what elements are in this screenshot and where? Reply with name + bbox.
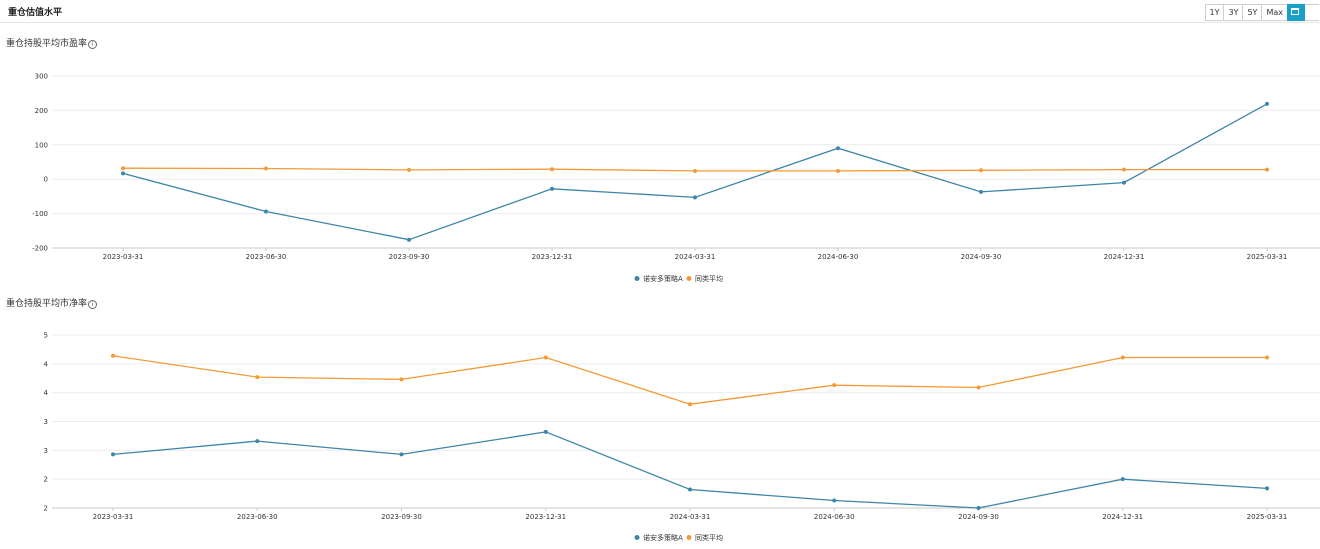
data-point	[1265, 355, 1269, 360]
data-point	[979, 168, 983, 173]
data-point	[976, 385, 981, 390]
x-tick-label: 2023-12-31	[525, 513, 566, 521]
data-point	[979, 189, 983, 194]
data-point	[264, 166, 268, 171]
info-icon[interactable]: i	[88, 40, 98, 49]
data-point	[1122, 167, 1126, 172]
y-tick-label: 5	[44, 332, 48, 340]
x-tick-label: 2023-03-31	[93, 513, 134, 521]
x-tick-label: 2024-06-30	[818, 253, 859, 261]
pe-chart-title-text: 重仓持股平均市盈率	[6, 39, 88, 49]
data-point	[688, 402, 692, 407]
x-tick-label: 2025-03-31	[1247, 513, 1288, 521]
data-point	[832, 383, 837, 388]
x-tick-label: 2023-09-30	[381, 513, 422, 521]
x-tick-label: 2023-09-30	[389, 253, 430, 261]
data-point	[255, 375, 260, 380]
info-icon[interactable]: i	[88, 300, 98, 309]
pb-chart-title-text: 重仓持股平均市净率	[6, 299, 88, 309]
data-point	[121, 166, 125, 171]
y-tick-label: 4	[44, 360, 49, 368]
y-tick-label: 2	[44, 505, 48, 513]
range-max-button[interactable]: Max	[1261, 4, 1288, 21]
data-point	[550, 167, 554, 172]
calendar-icon	[1291, 8, 1299, 15]
data-point	[1120, 355, 1125, 360]
y-tick-label: -200	[32, 245, 48, 253]
data-point	[832, 498, 837, 503]
data-point	[693, 195, 697, 200]
section-header: 重仓估值水平 1Y 3Y 5Y Max	[0, 0, 1320, 23]
x-tick-label: 2023-06-30	[237, 513, 278, 521]
pe-chart: 300 200 100 0 -100 -200 2023-03-31 2023-06-30 20…	[32, 73, 1320, 283]
range-5y-button[interactable]: 5Y	[1242, 4, 1263, 21]
x-tick-label: 2024-12-31	[1102, 513, 1143, 521]
data-point	[407, 167, 411, 172]
y-tick-label: 4	[44, 389, 49, 397]
y-tick-label: 100	[35, 141, 48, 149]
x-tick-label: 2023-12-31	[532, 253, 573, 261]
range-3y-button[interactable]: 3Y	[1223, 4, 1244, 21]
x-tick-label: 2024-09-30	[961, 253, 1002, 261]
legend-marker	[686, 276, 692, 281]
data-point	[550, 186, 554, 191]
data-point	[407, 237, 411, 242]
y-tick-label: 0	[44, 176, 48, 184]
legend-label: 诺安多策略A	[643, 274, 683, 283]
y-tick-label: 3	[44, 447, 48, 455]
pe-chart-title: 重仓持股平均市盈率 i	[6, 36, 98, 49]
legend-marker	[634, 535, 640, 540]
pb-chart: 5 4 4 3 3 2 2 2023-03-31 2023-06-30 2023-09-30 202…	[44, 332, 1320, 542]
x-tick-label: 2024-09-30	[958, 513, 999, 521]
y-tick-label: -100	[32, 210, 48, 218]
legend-label: 诺安多策略A	[643, 533, 683, 542]
data-point	[836, 168, 840, 173]
x-tick-label: 2024-03-31	[675, 253, 716, 261]
data-point	[1265, 167, 1269, 172]
data-point	[399, 452, 404, 457]
data-point	[1122, 180, 1126, 185]
data-point	[1120, 477, 1125, 482]
range-1y-button[interactable]: 1Y	[1204, 4, 1225, 21]
series-line	[112, 355, 1267, 405]
data-point	[111, 452, 115, 457]
data-point	[264, 209, 268, 214]
legend-marker	[686, 535, 692, 540]
y-tick-label: 200	[35, 107, 48, 115]
data-point	[836, 146, 840, 151]
y-tick-label: 2	[44, 476, 48, 484]
x-tick-label: 2024-06-30	[814, 513, 855, 521]
data-point	[688, 487, 692, 492]
data-point	[543, 355, 548, 360]
x-tick-label: 2024-12-31	[1104, 253, 1145, 261]
data-point	[543, 429, 548, 434]
legend-label: 同类平均	[695, 533, 723, 542]
range-more-button[interactable]	[1304, 4, 1319, 21]
x-tick-label: 2023-03-31	[103, 253, 144, 261]
pb-chart-title: 重仓持股平均市净率 i	[6, 296, 98, 309]
legend-label: 同类平均	[695, 274, 723, 283]
x-tick-label: 2024-03-31	[670, 513, 711, 521]
x-tick-label: 2025-03-31	[1247, 253, 1288, 261]
series-line	[112, 431, 1268, 509]
data-point	[111, 353, 115, 358]
data-point	[121, 171, 125, 176]
data-point	[693, 168, 697, 173]
data-point	[976, 506, 981, 510]
y-tick-label: 3	[44, 418, 48, 426]
legend-marker	[634, 276, 640, 281]
y-tick-label: 300	[35, 73, 48, 81]
data-point	[1265, 101, 1269, 106]
data-point	[399, 377, 404, 382]
data-point	[255, 439, 260, 444]
section-title: 重仓估值水平	[8, 8, 63, 18]
x-tick-label: 2023-06-30	[246, 253, 287, 261]
data-point	[1265, 486, 1269, 491]
calendar-button[interactable]	[1287, 4, 1305, 21]
range-selector: 1Y 3Y 5Y Max	[1204, 4, 1319, 21]
